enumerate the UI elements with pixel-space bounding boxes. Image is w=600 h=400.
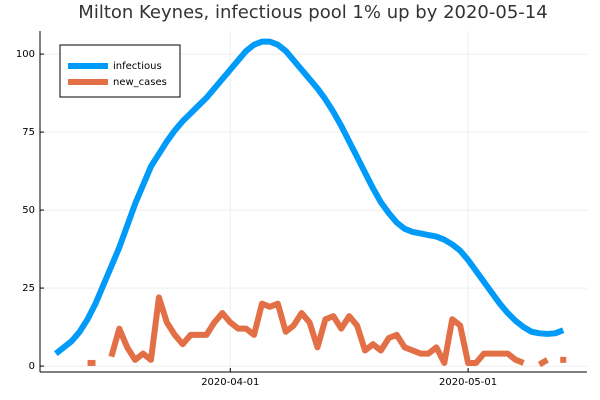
y-tick-label: 25 [22, 283, 35, 294]
x-tick-label: 2020-05-01 [439, 377, 497, 388]
y-tick-label: 50 [22, 205, 35, 216]
y-tick-label: 0 [29, 361, 35, 372]
y-tick-label: 75 [22, 127, 35, 138]
legend-box [59, 44, 181, 98]
chart-title: Milton Keynes, infectious pool 1% up by … [78, 2, 547, 23]
x-tick-label: 2020-04-01 [201, 377, 259, 388]
series-line [108, 294, 525, 366]
y-tick-label: 100 [16, 49, 35, 60]
series-line [53, 38, 565, 356]
legend-label: infectious [113, 61, 162, 72]
series-line [537, 357, 549, 368]
legend-label: new_cases [113, 77, 167, 88]
